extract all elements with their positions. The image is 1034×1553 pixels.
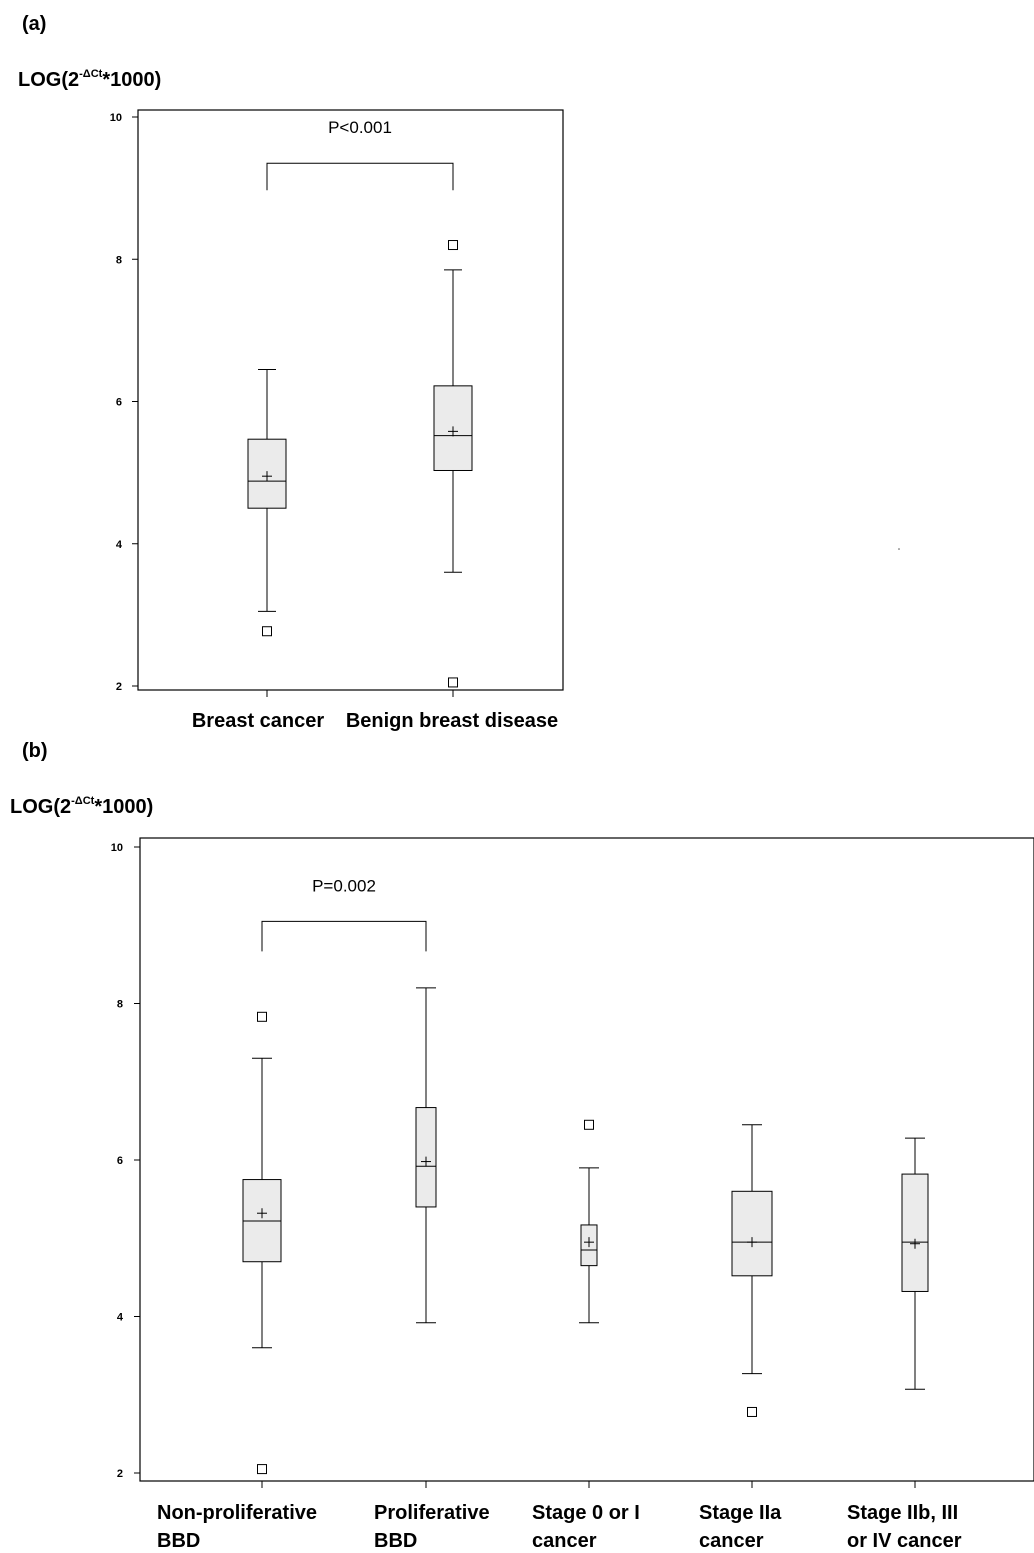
panel-a-y-axis: 2 4 6 8 10 [110, 112, 138, 693]
box-group-2 [579, 1119, 599, 1488]
box-group-4 [901, 1137, 929, 1488]
y-tick-label: 8 [117, 999, 123, 1011]
comparison-bracket [266, 162, 454, 191]
category-label-line: BBD [374, 1530, 417, 1552]
outlier-point [448, 240, 458, 251]
panel-b-ylabel: LOG(2-ΔCt*1000) [10, 795, 153, 818]
category-label-line: cancer [699, 1530, 764, 1552]
y-tick-label: 10 [111, 842, 123, 854]
y-tick-label: 6 [116, 397, 122, 409]
panel-b-ylabel-tail: *1000) [94, 796, 153, 818]
box-group-0 [247, 368, 287, 697]
category-label-line: Proliferative [374, 1502, 490, 1524]
box-group-1 [415, 987, 437, 1488]
panel-a-boxes [247, 240, 473, 697]
panel-a-label: (a) [22, 13, 46, 35]
comparison-bracket [261, 920, 427, 952]
outlier-point [257, 1011, 267, 1022]
category-label: Breast cancer [192, 710, 325, 732]
panel-a-ylabel: LOG(2-ΔCt*1000) [18, 68, 161, 91]
box-iqr [731, 1190, 773, 1277]
box-group-3 [731, 1124, 773, 1488]
category-label-line: Stage 0 or I [532, 1502, 640, 1524]
panel-b-y-axis: 2 4 6 8 10 [111, 842, 140, 1480]
box-group-0 [242, 1011, 282, 1488]
y-tick-label: 6 [117, 1155, 123, 1167]
speck-dot [898, 548, 900, 550]
panel-a-ylabel-main: LOG(2 [18, 69, 79, 91]
y-tick-label: 8 [116, 254, 122, 266]
panel-a: (a) LOG(2-ΔCt*1000) 2 4 6 8 10 P<0.001 Breas… [18, 13, 564, 732]
panel-b-ylabel-sup: -ΔCt [71, 795, 95, 807]
panel-a-plot-frame [137, 109, 564, 691]
y-tick-label: 2 [117, 1468, 123, 1480]
box-iqr [901, 1173, 929, 1292]
panel-a-comparison: P<0.001 [266, 118, 454, 191]
outlier-point [257, 1464, 267, 1475]
panel-b-plot-frame [139, 837, 1034, 1482]
panel-b-boxes [242, 987, 929, 1488]
category-label-line: or IV cancer [847, 1530, 962, 1552]
category-label-line: cancer [532, 1530, 597, 1552]
y-tick-label: 4 [117, 1312, 124, 1324]
panel-b-comparison: P=0.002 [261, 876, 427, 952]
p-value-label: P=0.002 [312, 876, 376, 895]
panel-a-category-labels: Breast cancer Benign breast disease [192, 710, 558, 732]
y-tick-label: 2 [116, 681, 122, 693]
outlier-point [747, 1406, 757, 1417]
box-iqr [247, 438, 287, 509]
panel-a-ylabel-sup: -ΔCt [79, 68, 103, 80]
y-tick-label: 10 [110, 112, 122, 124]
category-label-line: Non-proliferative [157, 1502, 317, 1524]
y-tick-label: 4 [116, 539, 123, 551]
panel-b-category-labels: Non-proliferative BBD Proliferative BBD Stag… [157, 1502, 962, 1552]
outlier-point [584, 1119, 594, 1130]
category-label-line: BBD [157, 1530, 200, 1552]
panel-a-ylabel-tail: *1000) [102, 69, 161, 91]
panel-b-label: (b) [22, 740, 48, 762]
category-label: Benign breast disease [346, 710, 558, 732]
outlier-point [448, 677, 458, 688]
panel-b-ylabel-main: LOG(2 [10, 796, 71, 818]
panel-b: (b) LOG(2-ΔCt*1000) 2 4 6 8 10 P=0.002 Non-p… [10, 740, 1034, 1552]
category-label-line: Stage IIa [699, 1502, 782, 1524]
p-value-label: P<0.001 [328, 118, 392, 137]
box-group-1 [433, 240, 473, 697]
outlier-point [262, 626, 272, 637]
category-label-line: Stage IIb, III [847, 1502, 958, 1524]
